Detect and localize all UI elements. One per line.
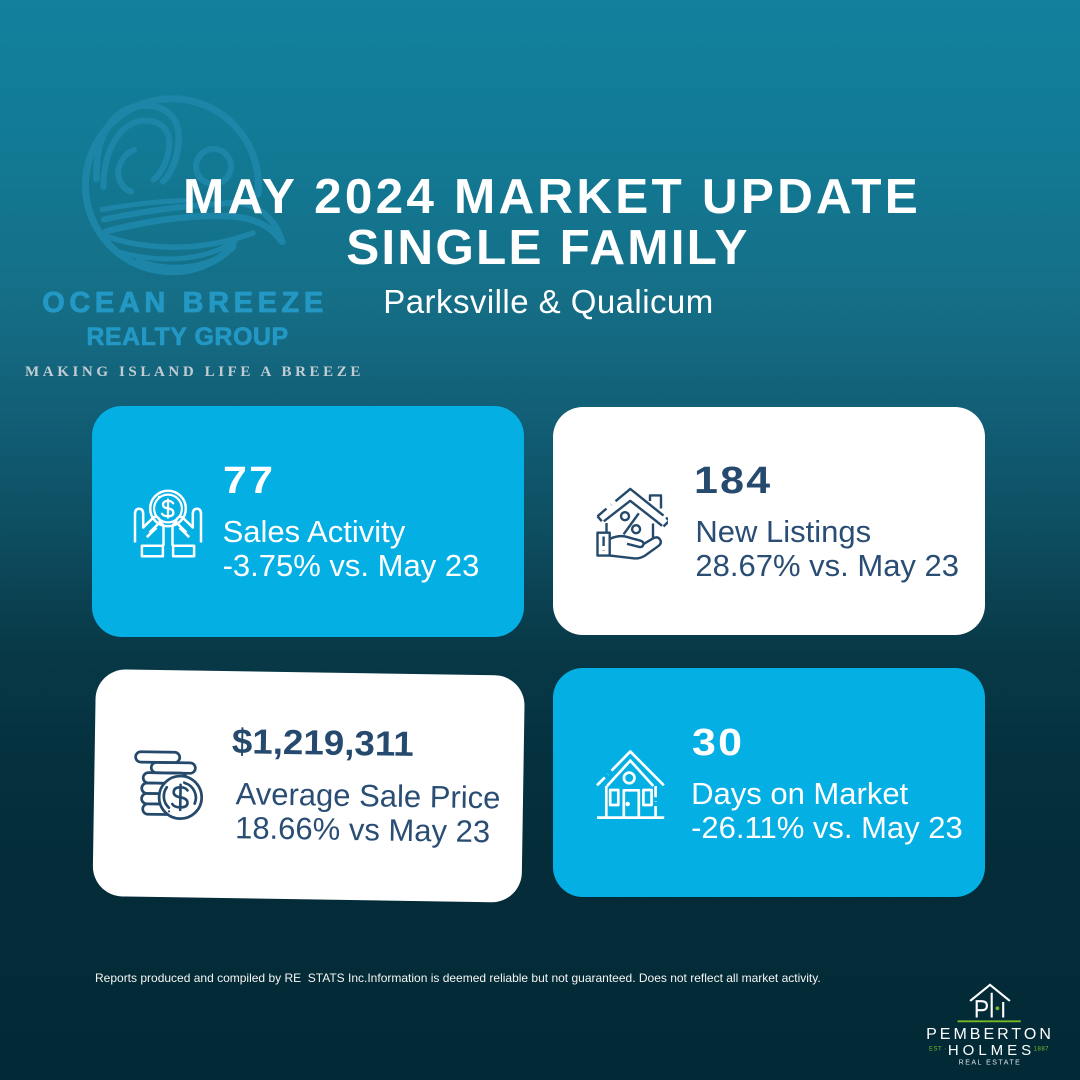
svg-text:· 1887: · 1887: [1029, 1047, 1049, 1053]
svg-text:PEMBERTON: PEMBERTON: [926, 1026, 1054, 1043]
svg-text:HOLMES: HOLMES: [948, 1042, 1035, 1059]
svg-text:EST ·: EST ·: [929, 1047, 947, 1053]
svg-text:REAL ESTATE: REAL ESTATE: [959, 1059, 1022, 1066]
